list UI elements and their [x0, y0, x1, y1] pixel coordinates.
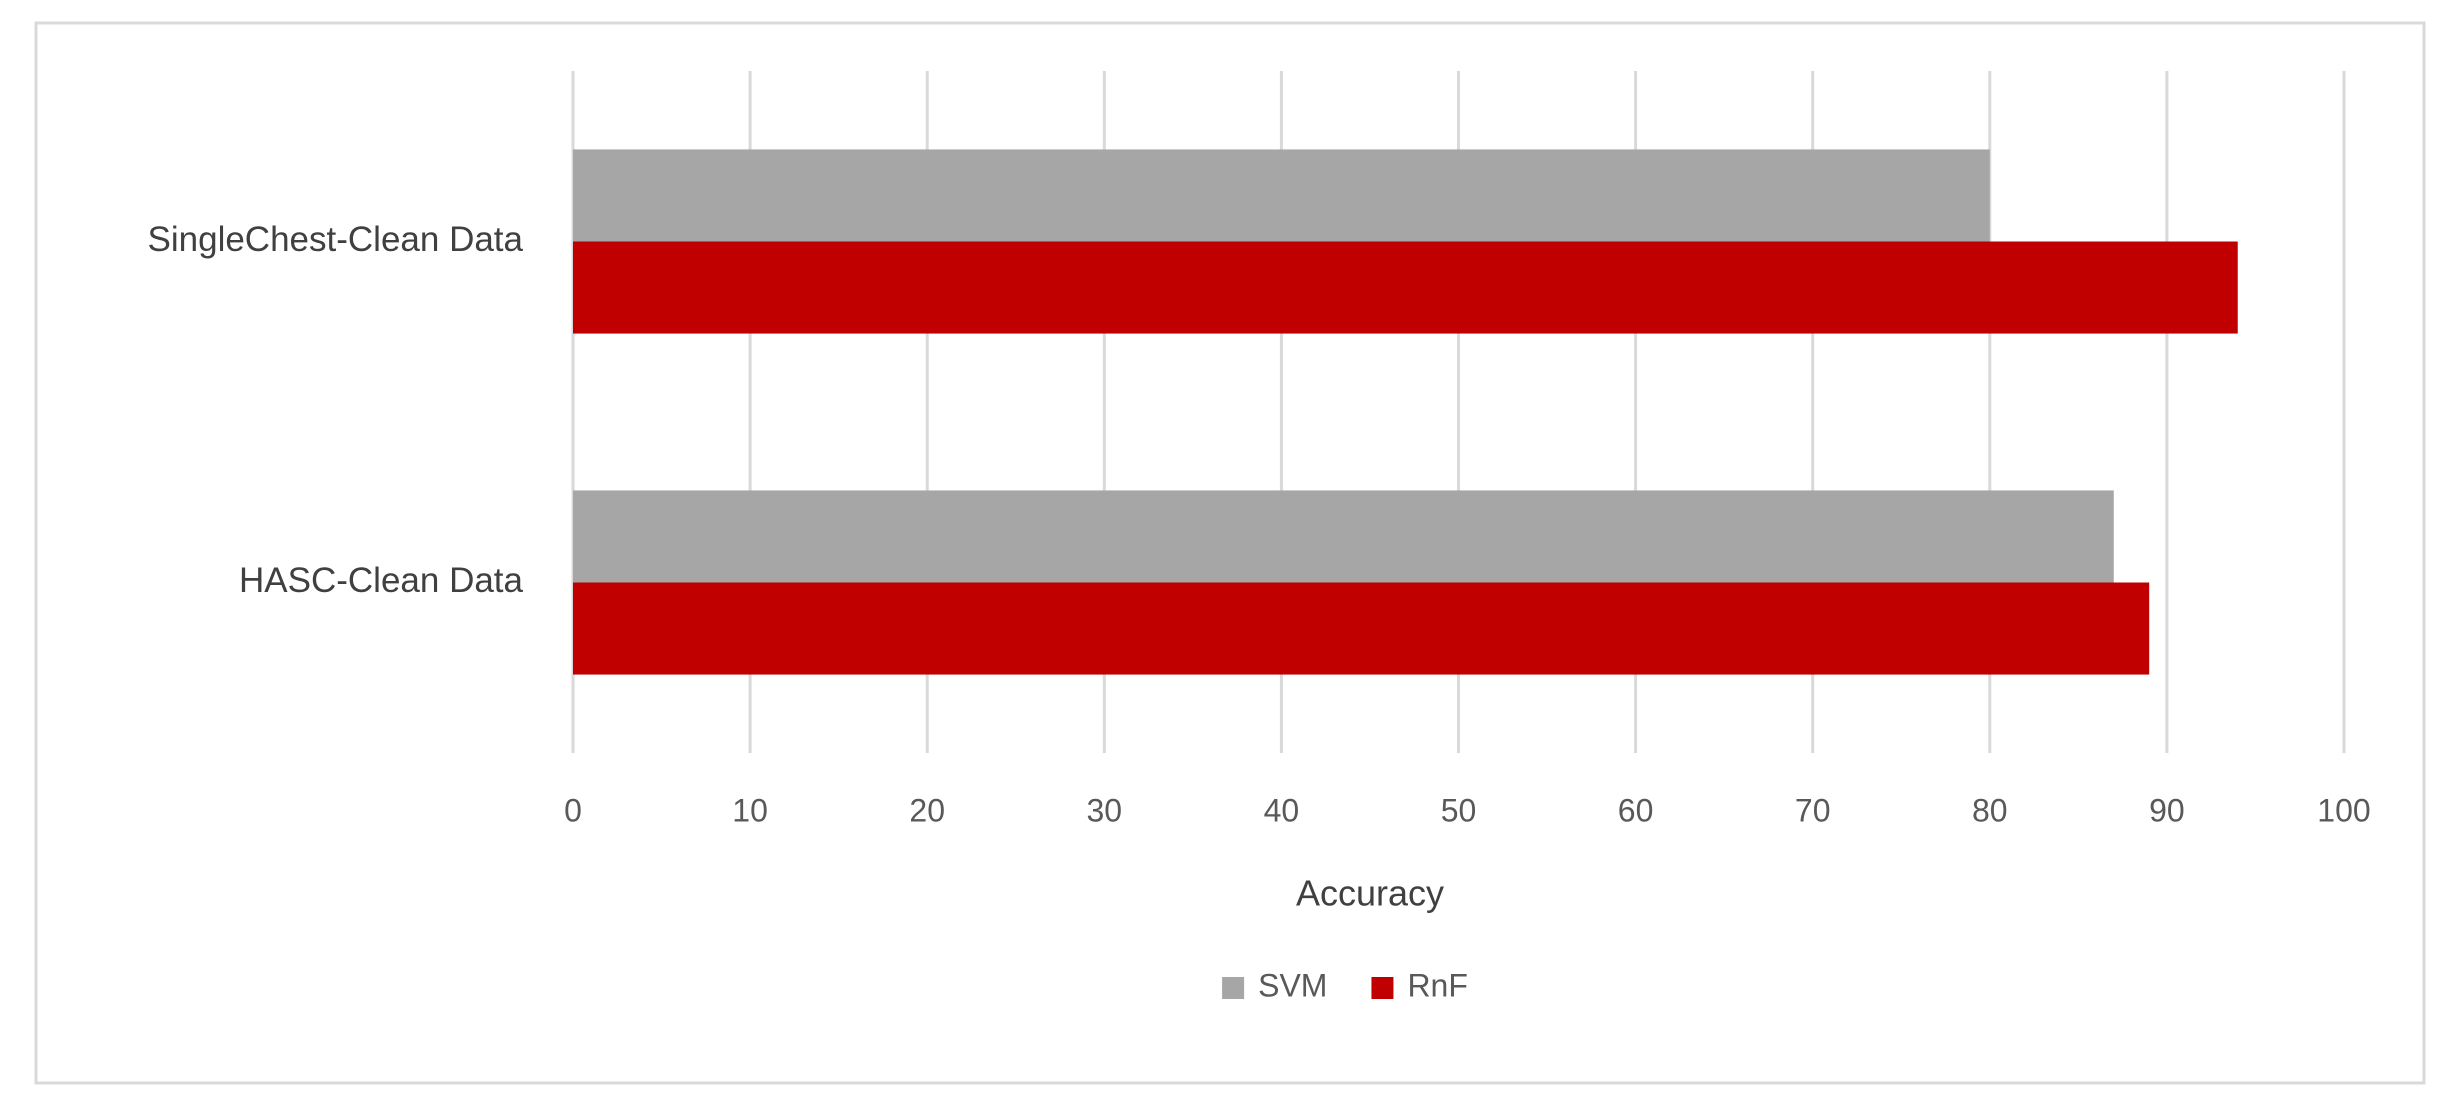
x-tick-label: 70: [1795, 792, 1831, 828]
legend-label: SVM: [1258, 967, 1327, 1003]
y-tick-label: HASC-Clean Data: [239, 561, 524, 600]
y-tick-label: SingleChest-Clean Data: [148, 220, 524, 259]
legend-swatch: [1371, 977, 1394, 999]
x-tick-label: 40: [1264, 792, 1300, 828]
x-tick-label: 10: [732, 792, 768, 828]
bar: [573, 241, 2238, 334]
bar: [573, 582, 2150, 675]
x-tick-label: 100: [2317, 792, 2370, 828]
x-tick-label: 80: [1972, 792, 2008, 828]
legend-label: RnF: [1407, 967, 1467, 1003]
x-tick-label: 60: [1618, 792, 1654, 828]
x-axis-title: Accuracy: [1296, 873, 1444, 914]
x-tick-label: 50: [1441, 792, 1477, 828]
x-tick-label: 20: [909, 792, 945, 828]
bar: [573, 149, 1990, 242]
bar: [573, 490, 2114, 583]
x-tick-label: 30: [1087, 792, 1123, 828]
legend-swatch: [1222, 977, 1245, 999]
x-tick-label: 90: [2149, 792, 2185, 828]
x-tick-label: 0: [564, 792, 582, 828]
